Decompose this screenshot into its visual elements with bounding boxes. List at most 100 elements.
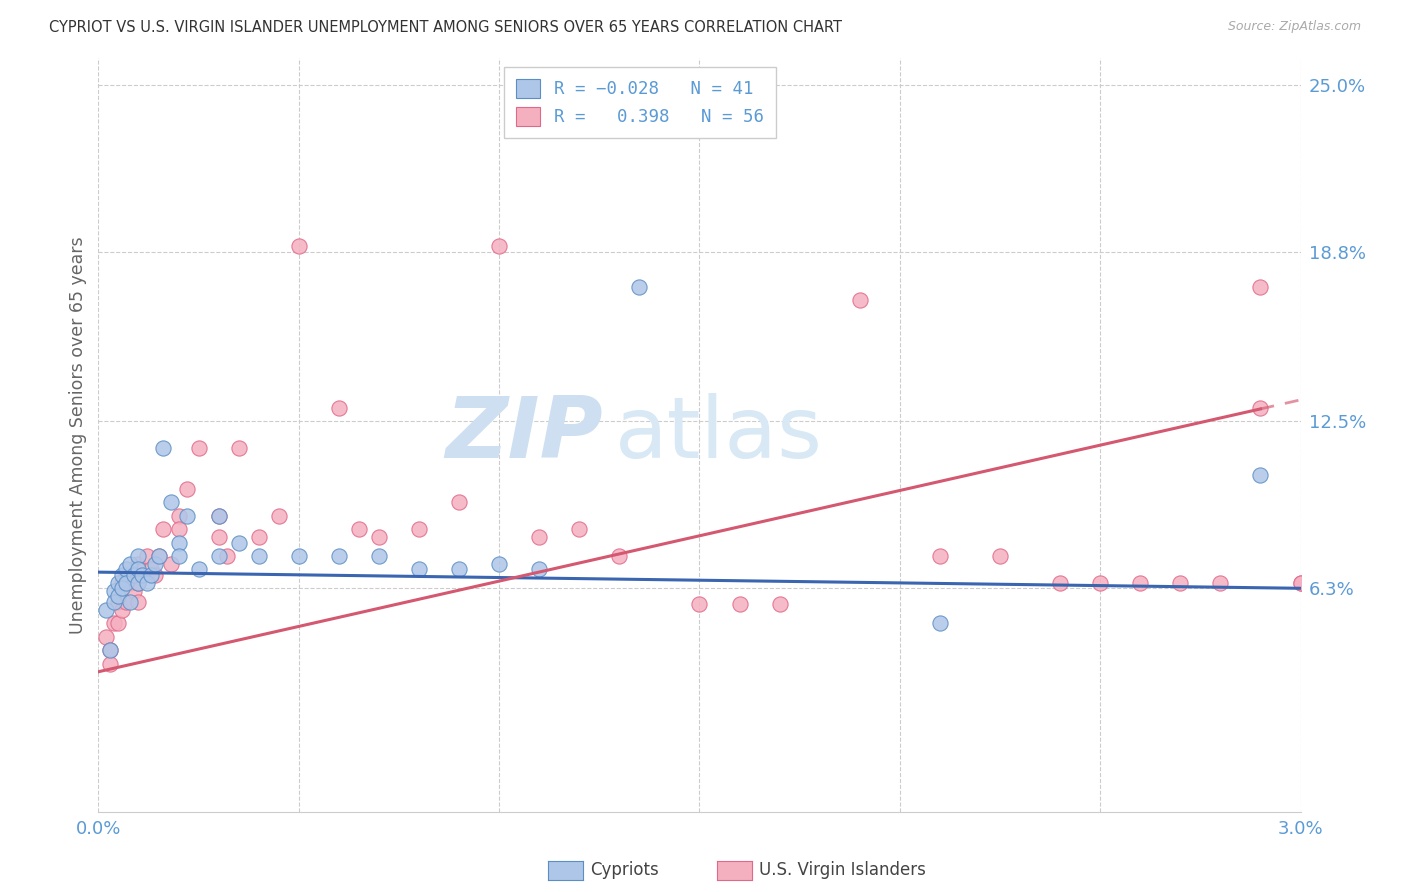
Point (159, 495, 181, 509)
Text: Cypriots: Cypriots (591, 861, 659, 879)
Point (128, 575, 150, 590)
Point (628, 280, 651, 294)
Point (148, 549, 170, 563)
Point (100, 657, 122, 671)
Point (1209, 575, 1232, 590)
Point (208, 508, 231, 523)
Point (100, 643, 122, 657)
Point (103, 584, 125, 599)
Point (115, 567, 138, 582)
Point (128, 595, 150, 609)
Point (488, 239, 510, 253)
Point (103, 616, 125, 631)
Point (100, 643, 122, 657)
Text: Source: ZipAtlas.com: Source: ZipAtlas.com (1227, 20, 1361, 33)
Point (167, 508, 190, 523)
Point (689, 598, 711, 612)
Point (288, 239, 311, 253)
Point (187, 442, 209, 456)
Point (135, 575, 157, 590)
Point (447, 562, 470, 576)
Point (128, 562, 150, 576)
Point (143, 557, 166, 571)
Point (1129, 575, 1152, 590)
Point (769, 598, 792, 612)
Point (107, 575, 129, 590)
Point (368, 530, 391, 544)
Y-axis label: Unemployment Among Seniors over 65 years: Unemployment Among Seniors over 65 years (69, 236, 87, 633)
Point (128, 575, 150, 590)
Point (1289, 575, 1312, 590)
Point (152, 522, 174, 536)
Point (167, 549, 190, 563)
Point (929, 549, 952, 563)
Point (1170, 575, 1192, 590)
Point (115, 562, 138, 576)
Point (124, 584, 146, 599)
Point (111, 567, 134, 582)
Text: ZIP: ZIP (446, 393, 603, 476)
Point (103, 595, 125, 609)
Point (135, 549, 157, 563)
Text: CYPRIOT VS U.S. VIRGIN ISLANDER UNEMPLOYMENT AMONG SENIORS OVER 65 YEARS CORRELA: CYPRIOT VS U.S. VIRGIN ISLANDER UNEMPLOY… (49, 20, 842, 35)
Point (167, 535, 190, 549)
Point (148, 549, 170, 563)
Point (1250, 468, 1272, 483)
Point (929, 616, 952, 631)
Point (111, 582, 134, 596)
Point (208, 508, 231, 523)
Point (1250, 401, 1272, 415)
Point (988, 549, 1011, 563)
Text: U.S. Virgin Islanders: U.S. Virgin Islanders (759, 861, 927, 879)
Point (96, 630, 118, 644)
Point (120, 557, 142, 571)
Point (568, 522, 591, 536)
Point (529, 562, 551, 576)
Point (228, 535, 250, 549)
Point (152, 442, 174, 456)
Point (111, 575, 134, 590)
Point (849, 293, 872, 308)
Point (1289, 575, 1312, 590)
Point (128, 557, 150, 571)
Point (267, 508, 290, 523)
Point (167, 522, 190, 536)
Point (408, 562, 430, 576)
Point (143, 567, 166, 582)
Point (247, 530, 270, 544)
Point (368, 549, 391, 563)
Point (124, 567, 146, 582)
Point (529, 530, 551, 544)
Point (408, 522, 430, 536)
Point (208, 549, 231, 563)
Point (728, 598, 751, 612)
Point (215, 549, 238, 563)
Point (176, 482, 198, 496)
Point (347, 522, 370, 536)
Point (107, 590, 129, 604)
Point (228, 442, 250, 456)
Text: atlas: atlas (616, 393, 824, 476)
Point (328, 401, 350, 415)
Legend: R = −0.028   N = 41, R =   0.398   N = 56: R = −0.028 N = 41, R = 0.398 N = 56 (503, 67, 776, 138)
Point (128, 549, 150, 563)
Point (328, 549, 350, 563)
Point (447, 495, 470, 509)
Point (176, 508, 198, 523)
Point (96, 603, 118, 617)
Point (120, 595, 142, 609)
Point (1090, 575, 1112, 590)
Point (111, 603, 134, 617)
Point (139, 567, 162, 582)
Point (1049, 575, 1071, 590)
Point (1250, 280, 1272, 294)
Point (107, 595, 129, 609)
Point (488, 557, 510, 571)
Point (288, 549, 311, 563)
Point (139, 562, 162, 576)
Point (120, 575, 142, 590)
Point (208, 530, 231, 544)
Point (609, 549, 631, 563)
Point (115, 575, 138, 590)
Point (187, 562, 209, 576)
